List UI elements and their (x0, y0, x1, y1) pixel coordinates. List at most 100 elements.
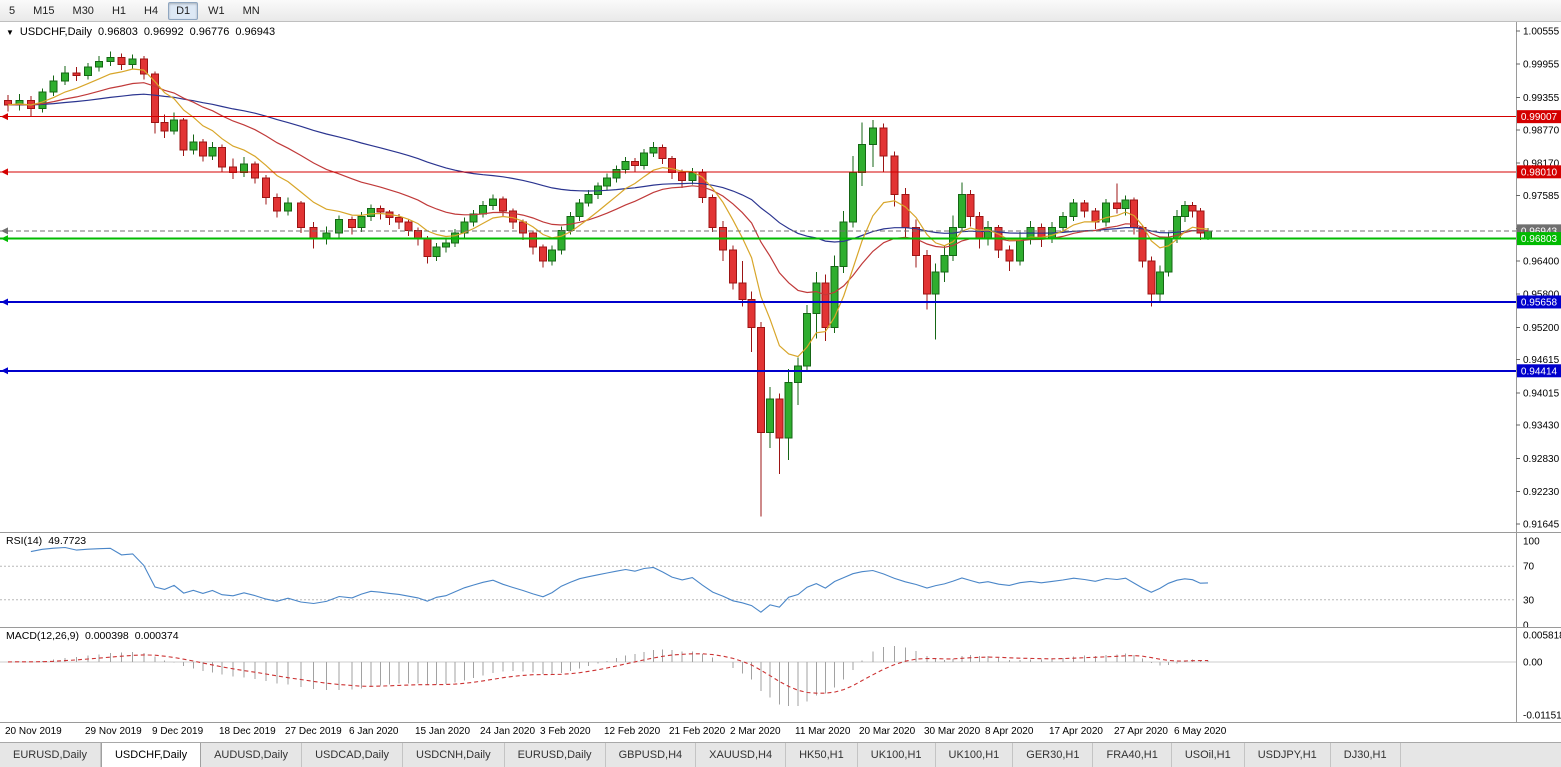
time-axis-label: 27 Dec 2019 (285, 726, 342, 737)
timeframe-button-m30[interactable]: M30 (72, 4, 94, 17)
main-chart-canvas[interactable]: 1.00555 0.99955 0.99355 0.98770 0.98170 0.975… (0, 22, 1561, 532)
candle (26, 96, 35, 118)
time-axis-label: 2 Mar 2020 (730, 726, 781, 737)
candle (139, 56, 148, 80)
candle (1080, 200, 1089, 218)
chart-tab-uk100-h1[interactable]: UK100,H1 (857, 743, 936, 767)
macd-panel-canvas[interactable]: 0.005818 0.00 -0.011514 (0, 627, 1561, 722)
chart-tab-audusd-daily[interactable]: AUDUSD,Daily (201, 743, 303, 767)
candle (688, 167, 697, 185)
candle (1058, 212, 1067, 233)
time-axis-label: 18 Dec 2019 (219, 726, 276, 737)
ohlc-close-value: 0.96943 (235, 26, 276, 38)
candle (708, 194, 717, 233)
timeframe-button-w1[interactable]: W1 (208, 4, 225, 17)
candle (198, 139, 207, 162)
candle (106, 51, 115, 67)
symbol-dropdown-icon[interactable]: ▼ (6, 27, 14, 37)
candle (539, 244, 547, 268)
rsi-axis-label: 30 (1523, 595, 1535, 606)
chart-tab-uk100-h1[interactable]: UK100,H1 (935, 743, 1014, 767)
candle (95, 56, 104, 72)
macd-axis-label: 0.00 (1523, 657, 1543, 668)
ohlc-open-value: 0.96803 (98, 26, 138, 38)
price-axis-label: 0.92230 (1523, 487, 1560, 498)
chart-tab-usdchf-daily[interactable]: USDCHF,Daily (100, 743, 202, 767)
macd-axis-label: 0.005818 (1523, 631, 1561, 642)
rsi-label: RSI(14) (6, 535, 43, 547)
candle (630, 157, 639, 173)
candle (348, 216, 356, 235)
time-axis-label: 21 Feb 2020 (669, 726, 726, 737)
timeframe-button-h4[interactable]: H4 (144, 4, 159, 17)
candle (756, 321, 765, 517)
candle (775, 393, 784, 474)
timeframe-button-h1[interactable]: H1 (111, 4, 126, 17)
price-axis-label: 0.92830 (1523, 454, 1560, 465)
candle (4, 94, 12, 112)
candle (901, 187, 910, 238)
candle (509, 208, 517, 229)
candle (858, 122, 866, 187)
rsi-axis-label: 70 (1523, 562, 1535, 573)
candle (423, 236, 432, 264)
candle (1069, 198, 1078, 222)
candle (879, 123, 888, 173)
candle (1102, 198, 1111, 227)
candle (839, 211, 848, 274)
chart-tab-fra40-h1[interactable]: FRA40,H1 (1093, 743, 1172, 767)
candle (1113, 183, 1121, 214)
time-axis-label: 27 Apr 2020 (1114, 726, 1168, 737)
candle (189, 134, 198, 155)
timeframe-button-mn[interactable]: MN (242, 4, 260, 17)
timeframe-button-m15[interactable]: M15 (33, 4, 55, 17)
candle (284, 197, 292, 216)
macd-main-value: 0.000398 (84, 630, 129, 642)
time-axis-label: 11 Mar 2020 (795, 726, 851, 737)
price-tag-label: 0.95658 (1521, 297, 1558, 308)
candle (38, 88, 47, 113)
candle (1147, 256, 1156, 307)
chart-tab-dj30-h1[interactable]: DJ30,H1 (1330, 743, 1401, 767)
candle (603, 173, 611, 191)
chart-tab-usdjpy-h1[interactable]: USDJPY,H1 (1244, 743, 1331, 767)
price-axis-label: 0.93430 (1523, 421, 1560, 432)
chart-tab-eurusd-daily[interactable]: EURUSD,Daily (504, 743, 606, 767)
chart-tab-hk50-h1[interactable]: HK50,H1 (786, 743, 858, 767)
candle (1180, 201, 1189, 223)
time-axis-label: 17 Apr 2020 (1049, 726, 1103, 737)
candle (296, 201, 305, 234)
candle (678, 169, 687, 188)
line-left-marker (1, 235, 8, 243)
chart-tab-usoil-h1[interactable]: USOil,H1 (1171, 743, 1245, 767)
candle (584, 190, 593, 207)
chart-tab-ger30-h1[interactable]: GER30,H1 (1013, 743, 1094, 767)
chart-tab-xauusd-h4[interactable]: XAUUSD,H4 (696, 743, 787, 767)
chart-tab-gbpusd-h4[interactable]: GBPUSD,H4 (605, 743, 697, 767)
timeframe-button-d1[interactable]: D1 (168, 1, 199, 20)
candle (1188, 202, 1197, 218)
candle (309, 222, 318, 249)
candle (128, 54, 137, 69)
chart-tab-usdcad-daily[interactable]: USDCAD,Daily (302, 743, 404, 767)
chart-tab-eurusd-daily[interactable]: EURUSD,Daily (0, 743, 101, 767)
price-tag (1517, 364, 1561, 378)
rsi-value: 49.7723 (48, 535, 87, 547)
candle (718, 221, 727, 261)
macd-signal-line (7, 653, 1208, 694)
chart-tab-usdcnh-daily[interactable]: USDCNH,Daily (403, 743, 505, 767)
candle (548, 245, 557, 266)
time-axis-label: 24 Jan 2020 (480, 726, 536, 737)
price-axis-label: 0.99355 (1523, 93, 1560, 104)
price-tag-label: 0.99007 (1521, 112, 1558, 123)
candle (441, 238, 450, 253)
candle (966, 190, 975, 227)
time-axis-label: 15 Jan 2020 (415, 726, 471, 737)
timeframe-button-5[interactable]: 5 (9, 4, 16, 17)
rsi-line (30, 546, 1209, 613)
candle (1037, 223, 1046, 248)
candle (812, 271, 821, 339)
rsi-panel-canvas[interactable]: 100 70 30 0 (0, 532, 1561, 627)
candle (366, 204, 375, 222)
time-axis[interactable]: 20 Nov 2019 29 Nov 2019 9 Dec 2019 18 Dec 2… (0, 722, 1561, 742)
